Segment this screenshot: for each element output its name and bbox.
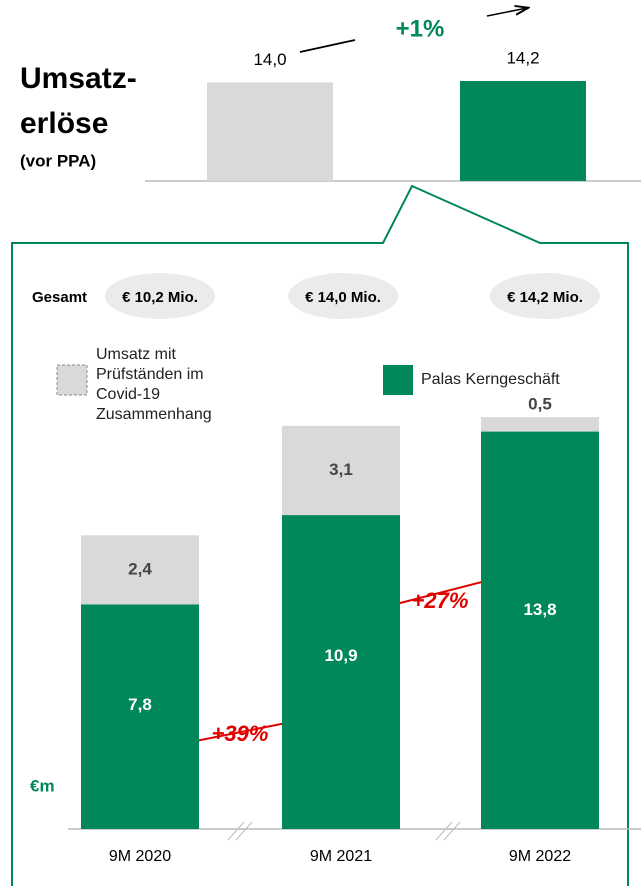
total-bubble xyxy=(490,273,600,319)
legend-label: Umsatz mit Prüfständen im Covid-19 Zusam… xyxy=(96,346,212,423)
total-bubble xyxy=(105,273,215,319)
annotation: +27% xyxy=(412,588,469,613)
legend-swatch xyxy=(56,364,88,396)
x-tick-label: 9M 2021 xyxy=(310,848,372,865)
bar-segment xyxy=(81,535,199,605)
bar xyxy=(207,82,333,181)
value-label: 2,4 xyxy=(128,559,152,578)
value-label: 3,1 xyxy=(329,460,353,479)
value-label: 14,2 xyxy=(506,48,539,67)
arrow xyxy=(299,39,356,53)
arrow xyxy=(486,8,527,17)
total-label: € 14,2 Mio. xyxy=(507,289,583,306)
legend-swatch xyxy=(383,365,413,395)
axis-break xyxy=(227,821,461,841)
bar-segment xyxy=(81,604,199,829)
callout-frame xyxy=(11,184,629,886)
subtitle: (vor PPA) xyxy=(20,151,96,170)
total-bubble xyxy=(288,273,398,319)
annotation: +39% xyxy=(212,721,269,746)
value-label: 13,8 xyxy=(523,600,556,619)
value-label: 7,8 xyxy=(128,695,152,714)
x-tick-label: 9M 2020 xyxy=(109,848,171,865)
bar-segment xyxy=(481,431,599,829)
bar xyxy=(460,81,586,181)
bar-segment xyxy=(282,515,400,829)
total-label: € 14,0 Mio. xyxy=(305,289,381,306)
title: Umsatz- xyxy=(20,62,137,95)
total-label: € 10,2 Mio. xyxy=(122,289,198,306)
y-label: €m xyxy=(30,776,55,795)
value-label: 14,0 xyxy=(253,50,286,69)
total-title: Gesamt xyxy=(32,289,87,306)
value-label: 0,5 xyxy=(528,395,552,414)
legend-label: Palas Kerngeschäft xyxy=(421,371,560,388)
value-label: 10,9 xyxy=(324,646,357,665)
bar-segment xyxy=(481,417,599,432)
annotation: +1% xyxy=(396,15,445,42)
bar-segment xyxy=(282,425,400,516)
title: erlöse xyxy=(20,107,108,140)
x-tick-label: 9M 2022 xyxy=(509,848,571,865)
